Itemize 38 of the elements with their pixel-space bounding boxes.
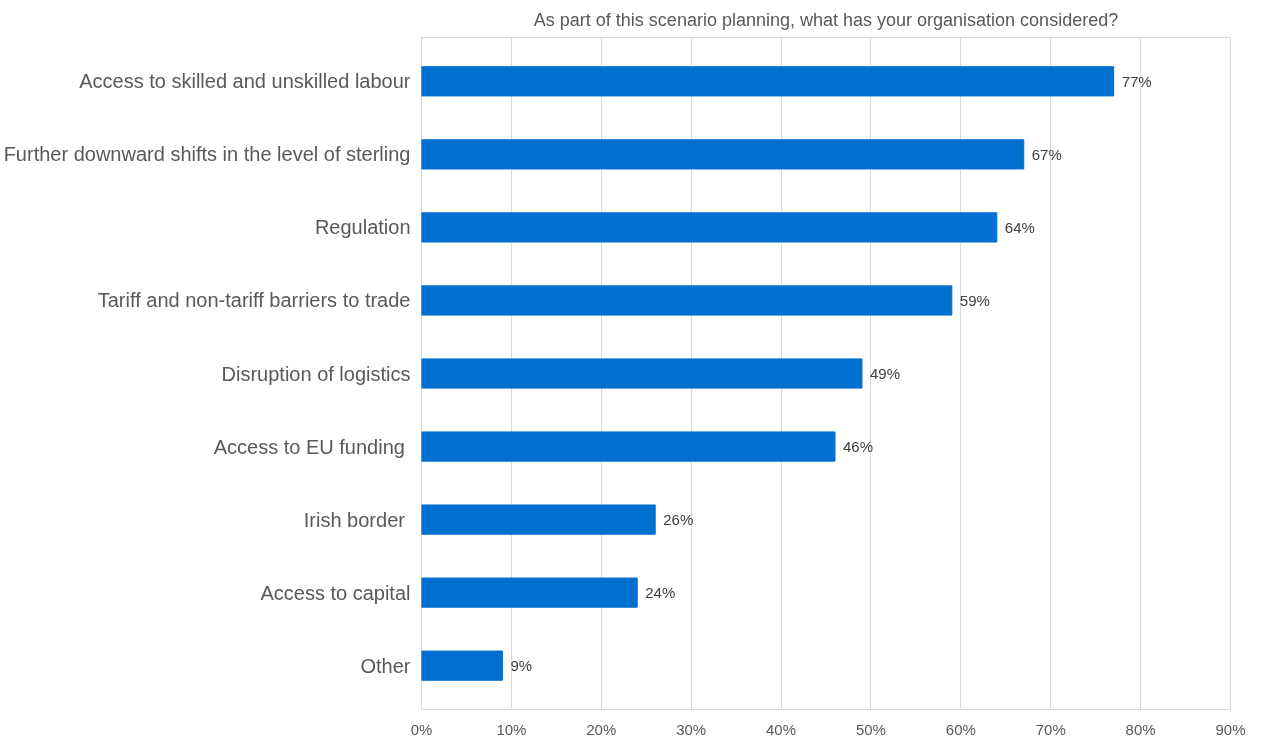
data-label: 64% bbox=[1004, 218, 1035, 236]
x-tick-label: 0% bbox=[410, 720, 433, 738]
bar bbox=[421, 650, 503, 681]
x-tick-label: 50% bbox=[855, 720, 886, 738]
bar bbox=[421, 577, 638, 608]
x-tick-label: 70% bbox=[1035, 720, 1066, 738]
y-tick-label: Regulation bbox=[314, 216, 411, 239]
bar bbox=[421, 431, 836, 462]
bar bbox=[421, 66, 1115, 97]
bar bbox=[421, 504, 656, 535]
x-tick-label: 30% bbox=[676, 720, 707, 738]
x-tick-label: 80% bbox=[1125, 720, 1156, 738]
data-label: 24% bbox=[645, 584, 676, 602]
x-tick-label: 20% bbox=[586, 720, 617, 738]
y-tick-label: Disruption of logistics bbox=[221, 362, 411, 385]
y-tick-label: Tariff and non-tariff barriers to trade bbox=[97, 289, 411, 312]
y-tick-label: Access to skilled and unskilled labour bbox=[79, 70, 411, 93]
data-label: 77% bbox=[1121, 72, 1152, 90]
y-tick-label: Irish border bbox=[303, 508, 406, 531]
y-tick-label: Other bbox=[360, 654, 411, 677]
data-label: 59% bbox=[959, 291, 990, 309]
y-tick-label: Access to capital bbox=[260, 581, 411, 604]
x-tick-label: 10% bbox=[496, 720, 527, 738]
data-label: 49% bbox=[869, 365, 900, 382]
y-tick-label: Access to EU funding bbox=[213, 435, 405, 458]
data-label: 9% bbox=[510, 657, 533, 675]
x-tick-label: 60% bbox=[945, 720, 976, 738]
chart-title: As part of this scenario planning, what has your organisation considered? bbox=[533, 10, 1119, 30]
x-tick-label: 40% bbox=[766, 720, 797, 738]
data-label: 67% bbox=[1031, 145, 1062, 163]
y-tick-label: Further downward shifts in the level of sterling bbox=[3, 143, 411, 166]
bar bbox=[421, 212, 998, 243]
data-label: 26% bbox=[663, 511, 694, 529]
x-tick-label: 90% bbox=[1215, 720, 1246, 738]
bar bbox=[421, 358, 863, 389]
bar bbox=[421, 285, 953, 316]
data-label: 46% bbox=[842, 438, 874, 456]
bar bbox=[421, 139, 1025, 170]
